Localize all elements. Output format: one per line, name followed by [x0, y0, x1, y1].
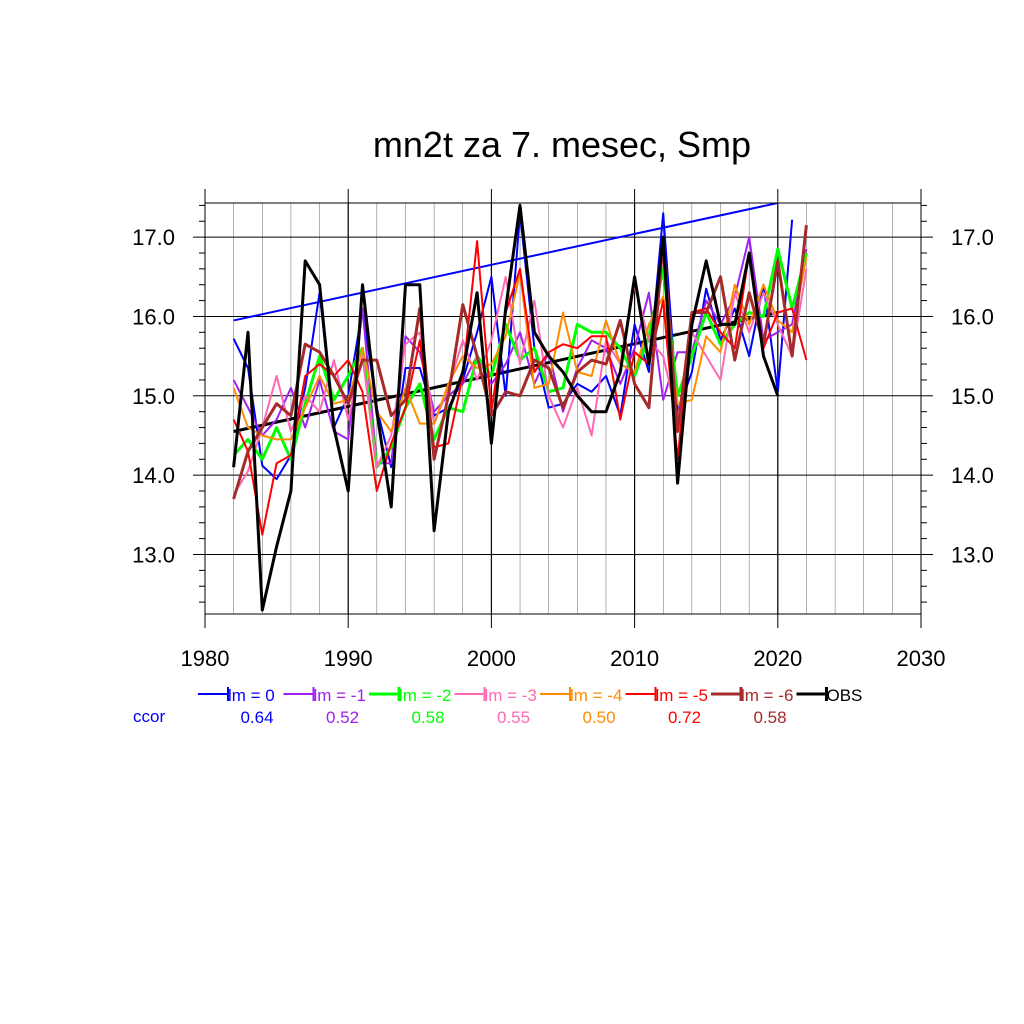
- plot-frame: [204, 202, 922, 615]
- y-tick-label-right: 17.0: [951, 225, 994, 250]
- y-tick-label-left: 17.0: [132, 225, 175, 250]
- legend-ccor-value: 0.50: [582, 708, 615, 727]
- legend-label: lm = -3: [485, 686, 537, 705]
- axes: 1980 1990 2000 2010 2020 2030 13.0 13.0 14.0 14.0…: [132, 189, 994, 671]
- legend-ccor-value: 0.72: [668, 708, 701, 727]
- legend-ccor-value: 0.52: [326, 708, 359, 727]
- legend-ccor-value: 0.55: [497, 708, 530, 727]
- legend-label: lm = 0: [228, 686, 275, 705]
- y-tick-label-right: 15.0: [951, 384, 994, 409]
- x-tick-label: 1980: [181, 646, 230, 671]
- legend-ccor-value: 0.58: [753, 708, 786, 727]
- y-tick-label-left: 13.0: [132, 542, 175, 567]
- legend-label: lm = -5: [656, 686, 708, 705]
- legend-ccor-value: 0.58: [411, 708, 444, 727]
- legend-label: OBS: [827, 686, 863, 705]
- x-tick-label: 2010: [610, 646, 659, 671]
- legend: ccor lm = 0 0.64 lm = -1 0.52 lm = -2 0.58 lm …: [133, 686, 862, 727]
- y-tick-label-right: 16.0: [951, 304, 994, 329]
- y-tick-label-left: 15.0: [132, 384, 175, 409]
- y-tick-label-left: 14.0: [132, 463, 175, 488]
- series-line-lm-1: [232, 236, 808, 465]
- ccor-label: ccor: [133, 707, 165, 726]
- plot-area: [232, 203, 808, 612]
- legend-label: lm = -2: [399, 686, 451, 705]
- y-tick-label-right: 13.0: [951, 542, 994, 567]
- x-tick-label: 2000: [467, 646, 516, 671]
- legend-ccor-value: 0.64: [240, 708, 273, 727]
- legend-label: lm = -1: [314, 686, 366, 705]
- legend-label: lm = -6: [741, 686, 793, 705]
- y-tick-label-right: 14.0: [951, 463, 994, 488]
- trend-line: [233, 311, 779, 433]
- series-line-obs: [232, 203, 780, 612]
- legend-label: lm = -4: [570, 686, 622, 705]
- trend-lines: [233, 203, 779, 433]
- x-tick-label: 2030: [897, 646, 946, 671]
- x-tick-label: 1990: [324, 646, 373, 671]
- trend-line: [233, 203, 779, 322]
- x-tick-label: 2020: [753, 646, 802, 671]
- y-tick-label-left: 16.0: [132, 304, 175, 329]
- chart-title: mn2t za 7. mesec, Smp: [373, 124, 751, 165]
- series-lines: [232, 203, 808, 612]
